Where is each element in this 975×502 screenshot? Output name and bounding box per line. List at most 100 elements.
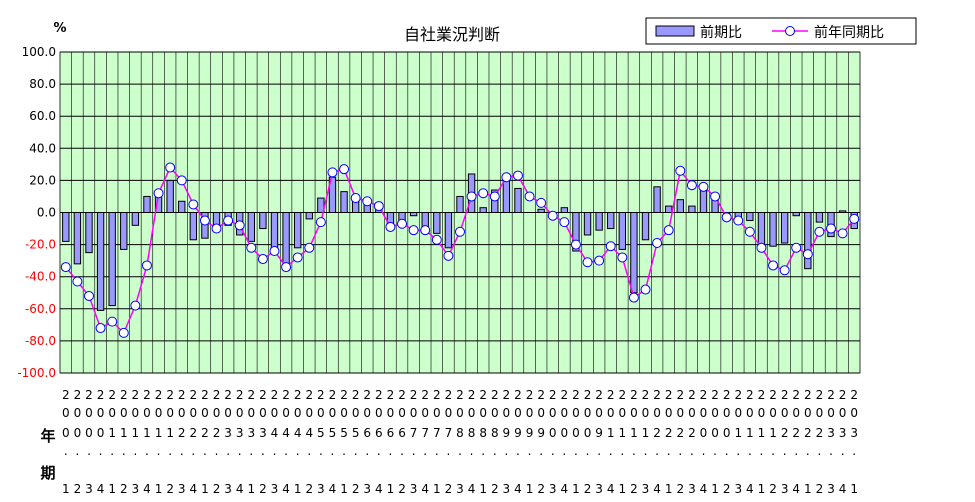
x-tick-char: 0 xyxy=(108,406,116,420)
x-tick-char: 4 xyxy=(375,482,383,496)
x-tick-char: 8 xyxy=(479,426,487,440)
x-tick-char: . xyxy=(133,444,137,458)
x-tick-char: 6 xyxy=(398,426,406,440)
x-tick-char: 0 xyxy=(526,406,534,420)
x-tick-char: 2 xyxy=(398,388,406,402)
x-tick-char: 0 xyxy=(734,406,742,420)
x-tick-char: 2 xyxy=(665,426,673,440)
x-tick-char: . xyxy=(504,444,508,458)
x-tick-char: . xyxy=(713,444,717,458)
x-tick-char: 0 xyxy=(132,406,140,420)
x-tick-char: . xyxy=(238,444,242,458)
bar xyxy=(699,187,708,214)
line-series xyxy=(60,162,860,338)
x-tick-char: 0 xyxy=(537,406,545,420)
x-tick-char: 2 xyxy=(340,388,348,402)
x-tick-char: 0 xyxy=(421,406,429,420)
x-tick-char: . xyxy=(632,444,636,458)
x-tick-char: . xyxy=(191,444,195,458)
x-tick-char: 0 xyxy=(433,406,441,420)
x-tick-char: 1 xyxy=(769,426,777,440)
x-tick-char: 0 xyxy=(213,406,221,420)
x-tick-char: . xyxy=(725,444,729,458)
line-marker xyxy=(512,170,523,181)
x-tick-char: 3 xyxy=(85,482,93,496)
x-tick-char: 3 xyxy=(363,482,371,496)
y-tick-label: 100.0 xyxy=(22,45,56,59)
x-tick-char: 0 xyxy=(491,406,499,420)
line-marker xyxy=(165,162,176,173)
x-tick-char: 2 xyxy=(282,388,290,402)
x-tick-char: 2 xyxy=(352,482,360,496)
x-tick-char: 2 xyxy=(839,388,847,402)
line-marker xyxy=(385,221,396,232)
x-tick-char: 5 xyxy=(317,426,325,440)
x-tick-char: . xyxy=(412,444,416,458)
x-tick-char: 1 xyxy=(746,426,754,440)
x-tick-char: 0 xyxy=(561,426,569,440)
x-tick-char: 2 xyxy=(711,388,719,402)
x-tick-char: 3 xyxy=(259,426,267,440)
x-tick-char: . xyxy=(75,444,79,458)
line-marker xyxy=(420,225,431,236)
x-tick-char: . xyxy=(574,444,578,458)
bar xyxy=(108,212,116,307)
y-unit-label: % xyxy=(53,21,66,36)
x-tick-char: 0 xyxy=(201,406,209,420)
x-tick-char: 2 xyxy=(305,388,313,402)
line-marker xyxy=(292,252,303,263)
x-tick-char: 1 xyxy=(155,426,163,440)
bar xyxy=(583,212,592,236)
x-tick-char: 2 xyxy=(781,426,789,440)
x-tick-char: 4 xyxy=(305,426,313,440)
line-marker xyxy=(408,225,419,236)
x-tick-char: . xyxy=(620,444,624,458)
x-tick-char: . xyxy=(597,444,601,458)
x-tick-char: 2 xyxy=(676,482,684,496)
x-tick-char: 1 xyxy=(607,426,615,440)
x-tick-char: 0 xyxy=(723,426,731,440)
x-tick-char: 2 xyxy=(642,388,650,402)
x-tick-char: . xyxy=(783,444,787,458)
x-tick-char: 0 xyxy=(224,406,232,420)
x-tick-char: 2 xyxy=(804,426,812,440)
x-tick-char: 7 xyxy=(421,426,429,440)
x-tick-char: 0 xyxy=(688,406,696,420)
x-tick-char: . xyxy=(389,444,393,458)
x-tick-char: . xyxy=(539,444,543,458)
line-marker xyxy=(640,284,651,295)
x-tick-char: 0 xyxy=(143,406,151,420)
x-tick-char: . xyxy=(516,444,520,458)
x-tick-char: 2 xyxy=(665,388,673,402)
x-tick-char: 1 xyxy=(734,426,742,440)
line-marker xyxy=(489,191,500,202)
line-marker xyxy=(559,217,570,228)
x-tick-char: 0 xyxy=(294,406,302,420)
x-tick-char: 0 xyxy=(653,406,661,420)
line-marker xyxy=(663,225,674,236)
y-tick-label: -20.0 xyxy=(25,238,56,252)
x-tick-char: 2 xyxy=(201,388,209,402)
x-tick-char: . xyxy=(678,444,682,458)
x-tick-char: . xyxy=(446,444,450,458)
x-tick-char: 4 xyxy=(561,482,569,496)
x-tick-char: . xyxy=(284,444,288,458)
line-marker xyxy=(118,327,129,338)
x-tick-char: 3 xyxy=(839,426,847,440)
x-tick-char: 0 xyxy=(178,406,186,420)
x-tick-char: . xyxy=(319,444,323,458)
x-tick-char: 2 xyxy=(584,388,592,402)
x-tick-char: 2 xyxy=(804,388,812,402)
x-tick-char: . xyxy=(528,444,532,458)
x-tick-char: 2 xyxy=(827,388,835,402)
x-tick-char: 2 xyxy=(213,388,221,402)
x-tick-char: 0 xyxy=(514,406,522,420)
line-marker xyxy=(826,223,837,234)
x-tick-char: 3 xyxy=(827,482,835,496)
x-tick-char: 0 xyxy=(468,406,476,420)
bar xyxy=(792,212,800,217)
x-tick-char: . xyxy=(249,444,253,458)
x-tick-char: . xyxy=(748,444,752,458)
x-tick-char: 0 xyxy=(781,406,789,420)
bar xyxy=(572,212,580,252)
